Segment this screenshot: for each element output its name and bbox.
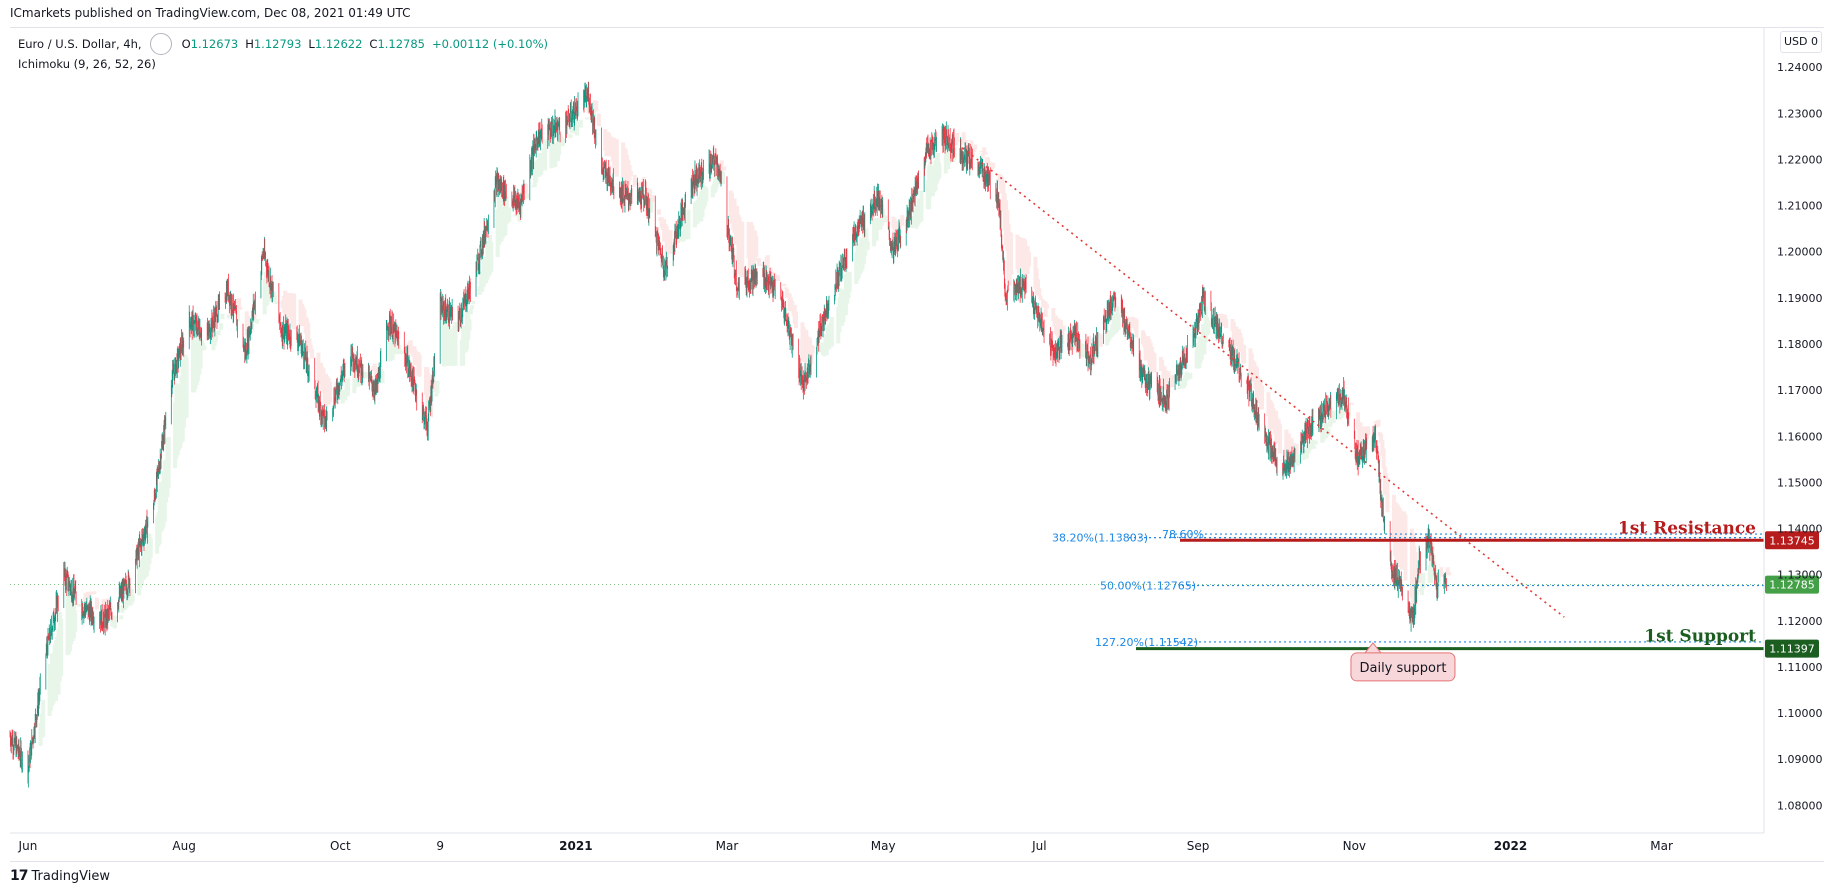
price-tick-label: 1.11000: [1777, 661, 1823, 674]
time-tick-label: Mar: [716, 839, 739, 853]
price-tick-label: 1.16000: [1777, 430, 1823, 443]
fib-level-label: 78.60%: [1162, 528, 1204, 541]
price-tick-label: 1.15000: [1777, 476, 1823, 489]
symbol-logo-icon: [149, 33, 172, 55]
time-tick-label: May: [871, 839, 896, 853]
price-tick-label: 1.19000: [1777, 292, 1823, 305]
ohlc-low: L1.12622: [308, 37, 363, 51]
footer: 17 TradingView: [10, 868, 110, 884]
downtrend-line: [962, 147, 1565, 618]
callout-pointer: [1364, 642, 1382, 654]
candlestick-series: [9, 81, 1447, 788]
time-tick-label: 9: [436, 839, 444, 853]
ohlc-high: H1.12793: [245, 37, 302, 51]
price-axis-tag-label: 1.13745: [1769, 534, 1815, 547]
time-tick-label: 2021: [559, 839, 592, 853]
price-axis-tag-label: 1.11397: [1769, 643, 1815, 656]
price-tick-label: 1.18000: [1777, 338, 1823, 351]
chart-legend: Euro / U.S. Dollar, 4h, O1.12673 H1.1279…: [18, 33, 548, 74]
ichimoku-cloud: [38, 100, 1451, 746]
fib-level-label: 127.20%(1.11542): [1095, 636, 1198, 649]
ohlc-open: O1.12673: [181, 37, 239, 51]
callout-label: Daily support: [1359, 661, 1446, 676]
indicator-label[interactable]: Ichimoku (9, 26, 52, 26): [18, 57, 156, 71]
publisher-line: ICmarkets published on TradingView.com, …: [10, 6, 411, 20]
last-price-tag-label: 1.12785: [1769, 579, 1815, 592]
time-tick-label: Oct: [330, 839, 351, 853]
symbol-title[interactable]: Euro / U.S. Dollar, 4h,: [18, 37, 142, 51]
tradingview-logo-icon[interactable]: 17: [10, 868, 29, 884]
price-tick-label: 1.17000: [1777, 384, 1823, 397]
price-tick-label: 1.24000: [1777, 61, 1823, 74]
sr-level-label: 1st Support: [1644, 627, 1756, 647]
fib-level-label: 38.20%(1.13803): [1052, 532, 1148, 545]
time-tick-label: Jul: [1031, 839, 1046, 853]
axes: 1.24000 1.23000 1.22000 1.21000 1.20000 1.190…: [10, 28, 1823, 853]
sr-level-label: 1st Resistance: [1618, 518, 1756, 538]
time-tick-label: 2022: [1494, 839, 1527, 853]
price-tick-label: 1.08000: [1777, 799, 1823, 812]
last-price-tag: [1765, 575, 1819, 594]
price-tick-label: 1.12000: [1777, 615, 1823, 628]
price-tick-label: 1.20000: [1777, 246, 1823, 259]
time-tick-label: Aug: [172, 839, 195, 853]
price-tick-label: 1.09000: [1777, 753, 1823, 766]
price-axis-tag: [1765, 531, 1819, 550]
ohlc-close: C1.12785: [369, 37, 425, 51]
time-tick-label: Jun: [18, 839, 38, 853]
currency-button[interactable]: USD 0: [1780, 31, 1822, 53]
callout-box: [1350, 652, 1456, 682]
price-tick-label: 1.13000: [1777, 569, 1823, 582]
price-tick-label: 1.14000: [1777, 523, 1823, 536]
footer-brand[interactable]: TradingView: [31, 868, 111, 884]
price-tick-label: 1.21000: [1777, 200, 1823, 213]
time-tick-label: Sep: [1187, 839, 1210, 853]
time-tick-label: Mar: [1650, 839, 1673, 853]
drawing-layer: 38.20%(1.13803) 50.00%(1.12765) 127.20%(1.…: [10, 147, 1819, 682]
price-tick-label: 1.22000: [1777, 153, 1823, 166]
price-tick-label: 1.10000: [1777, 707, 1823, 720]
chart-frame: [10, 27, 1824, 862]
price-axis-tag: [1765, 639, 1819, 658]
fib-level-label: 50.00%(1.12765): [1100, 580, 1196, 593]
time-tick-label: Nov: [1343, 839, 1366, 853]
ohlc-change: +0.00112 (+0.10%): [432, 37, 548, 51]
price-tick-label: 1.23000: [1777, 107, 1823, 120]
